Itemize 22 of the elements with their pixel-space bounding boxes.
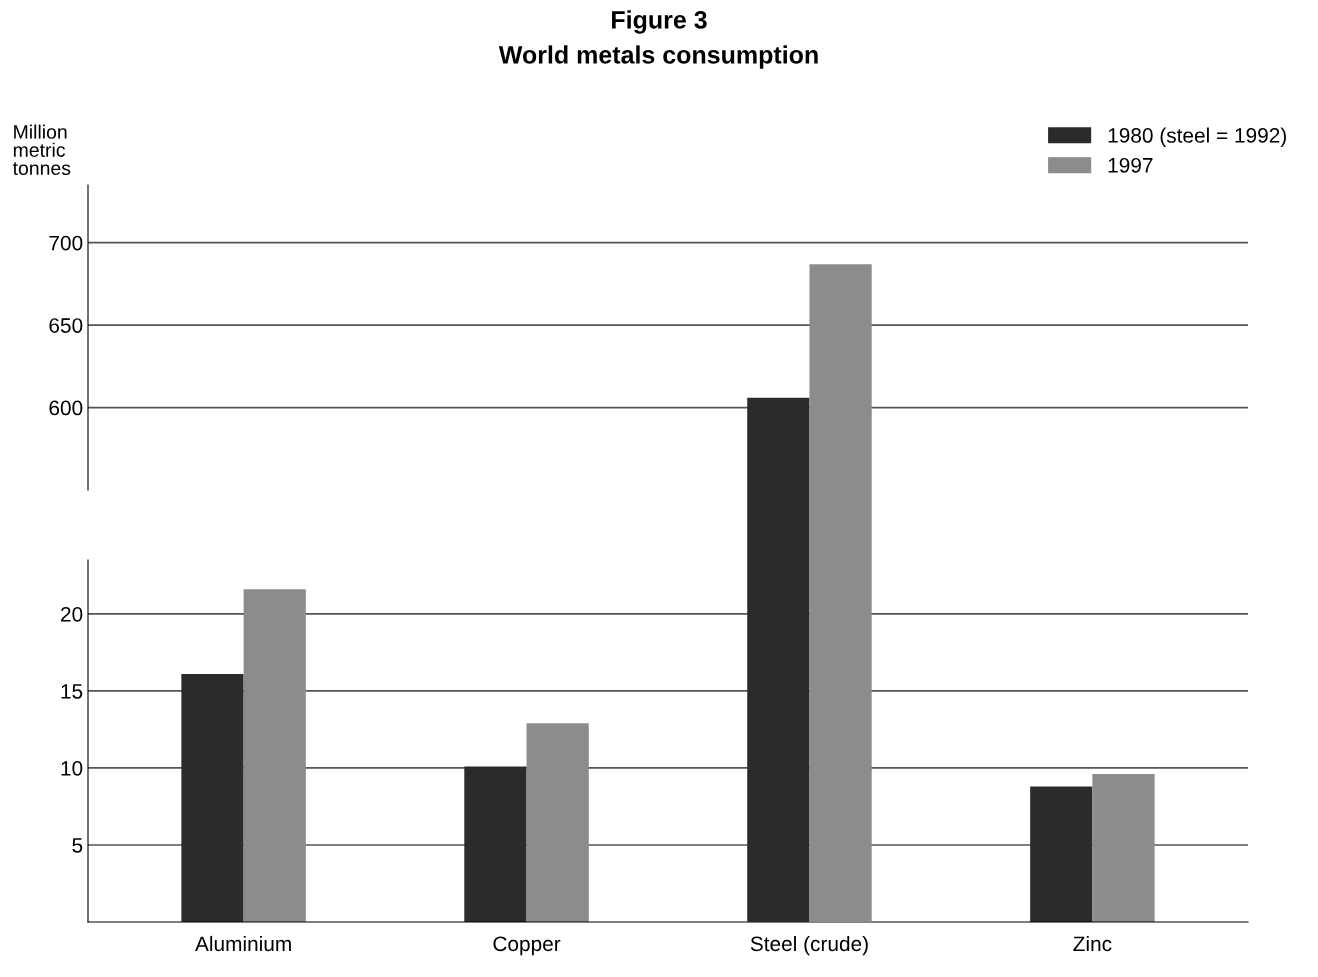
y-tick-label: 20 [61,606,83,622]
bar [1092,774,1155,922]
y-tick-label: 15 [61,684,83,699]
bar [526,723,589,922]
chart-subtitle: World metals consumption [498,45,818,69]
y-tick-label: 5 [72,838,83,853]
x-tick-label: Steel (crude) [750,935,868,956]
bar [1030,786,1093,922]
y-tick-label: 700 [49,235,83,251]
y-tick-label: 10 [61,760,83,776]
bar [243,589,306,922]
chart-title: Figure 3 [612,10,707,34]
x-tick-label: Zinc [1073,935,1112,952]
legend-label: 1997 [1108,157,1153,173]
y-axis-title: Million metric tonnes [12,124,71,176]
y-tick-label: 650 [49,318,83,333]
y-tick-label: 600 [49,400,83,416]
x-tick-label: Aluminium [195,935,291,952]
bar [464,766,527,922]
x-tick-label: Copper [493,936,561,956]
bar [181,673,244,922]
legend-label: 1980 (steel = 1992) [1108,127,1286,147]
